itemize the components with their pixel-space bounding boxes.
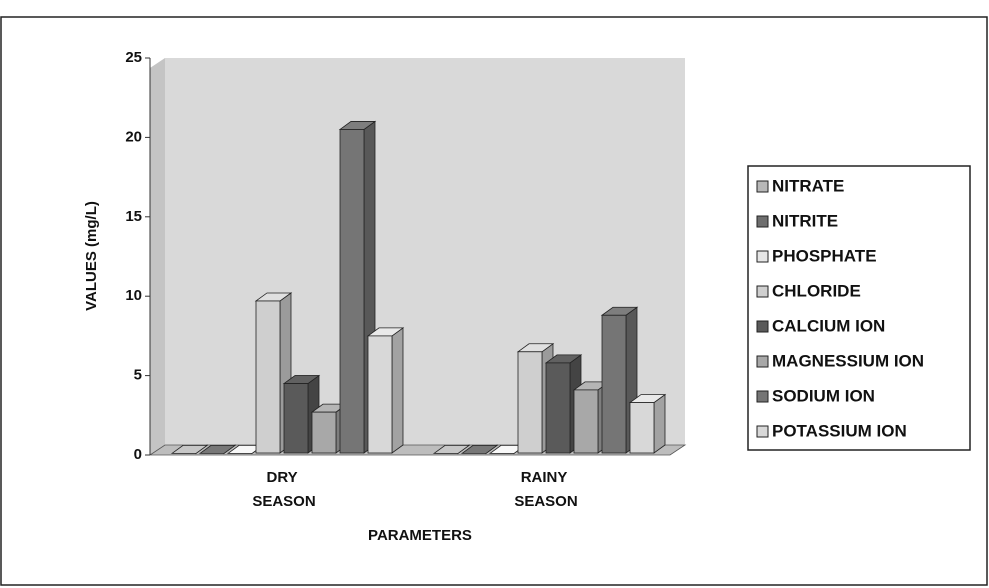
legend-swatch <box>756 250 769 263</box>
legend-label: CALCIUM ION <box>772 316 885 335</box>
bar-front <box>367 335 393 454</box>
bar <box>254 292 293 454</box>
x-tick-label: RAINY SEASON <box>514 469 577 510</box>
bar-top <box>198 445 237 454</box>
bar-front <box>255 300 281 454</box>
side-wall <box>150 58 165 455</box>
legend-swatch <box>756 215 769 228</box>
legend-swatch <box>756 390 769 403</box>
y-tick-label: 15 <box>125 208 142 225</box>
legend-label: SODIUM ION <box>772 386 875 405</box>
y-tick-label: 0 <box>134 446 142 463</box>
legend-swatch <box>756 355 769 368</box>
legend-label: CHLORIDE <box>772 281 861 300</box>
bar-side <box>653 393 666 454</box>
bar <box>460 444 499 455</box>
legend-label: NITRATE <box>772 176 844 195</box>
legend-box <box>747 165 971 451</box>
bar <box>170 444 209 455</box>
bar-front <box>517 351 543 454</box>
legend-label: POTASSIUM ION <box>772 421 907 440</box>
bar <box>432 444 471 455</box>
bar <box>366 327 405 454</box>
legend-swatch <box>756 320 769 333</box>
x-tick-label: DRY SEASON <box>252 469 315 510</box>
legend-label: MAGNESSIUM ION <box>772 351 924 370</box>
legend-swatch <box>756 180 769 193</box>
bar-front <box>545 362 571 454</box>
bar-top <box>170 445 209 454</box>
bar-front <box>601 314 627 454</box>
bar-side <box>391 327 404 454</box>
legend-swatch <box>756 285 769 298</box>
bar-front <box>311 411 337 454</box>
bar-top <box>460 445 499 454</box>
legend: NITRATE NITRITE PHOSPHATE CHLORIDE CALCIUM I… <box>756 176 924 440</box>
bar-front <box>629 402 655 454</box>
bar-top <box>432 445 471 454</box>
bar-front <box>573 389 599 454</box>
legend-label: NITRITE <box>772 211 838 230</box>
y-tick-label: 5 <box>134 367 142 384</box>
legend-swatch <box>756 425 769 438</box>
bar <box>628 393 667 454</box>
legend-label: PHOSPHATE <box>772 246 877 265</box>
y-axis-label: VALUES (mg/L) <box>83 201 100 311</box>
bar <box>198 444 237 455</box>
y-tick-label: 25 <box>125 49 142 66</box>
y-tick-label: 10 <box>125 287 142 304</box>
bar-front <box>339 129 365 454</box>
y-tick-label: 20 <box>125 128 142 145</box>
bar-front <box>283 383 309 454</box>
back-wall <box>165 58 685 445</box>
x-axis-label: PARAMETERS <box>368 527 472 544</box>
